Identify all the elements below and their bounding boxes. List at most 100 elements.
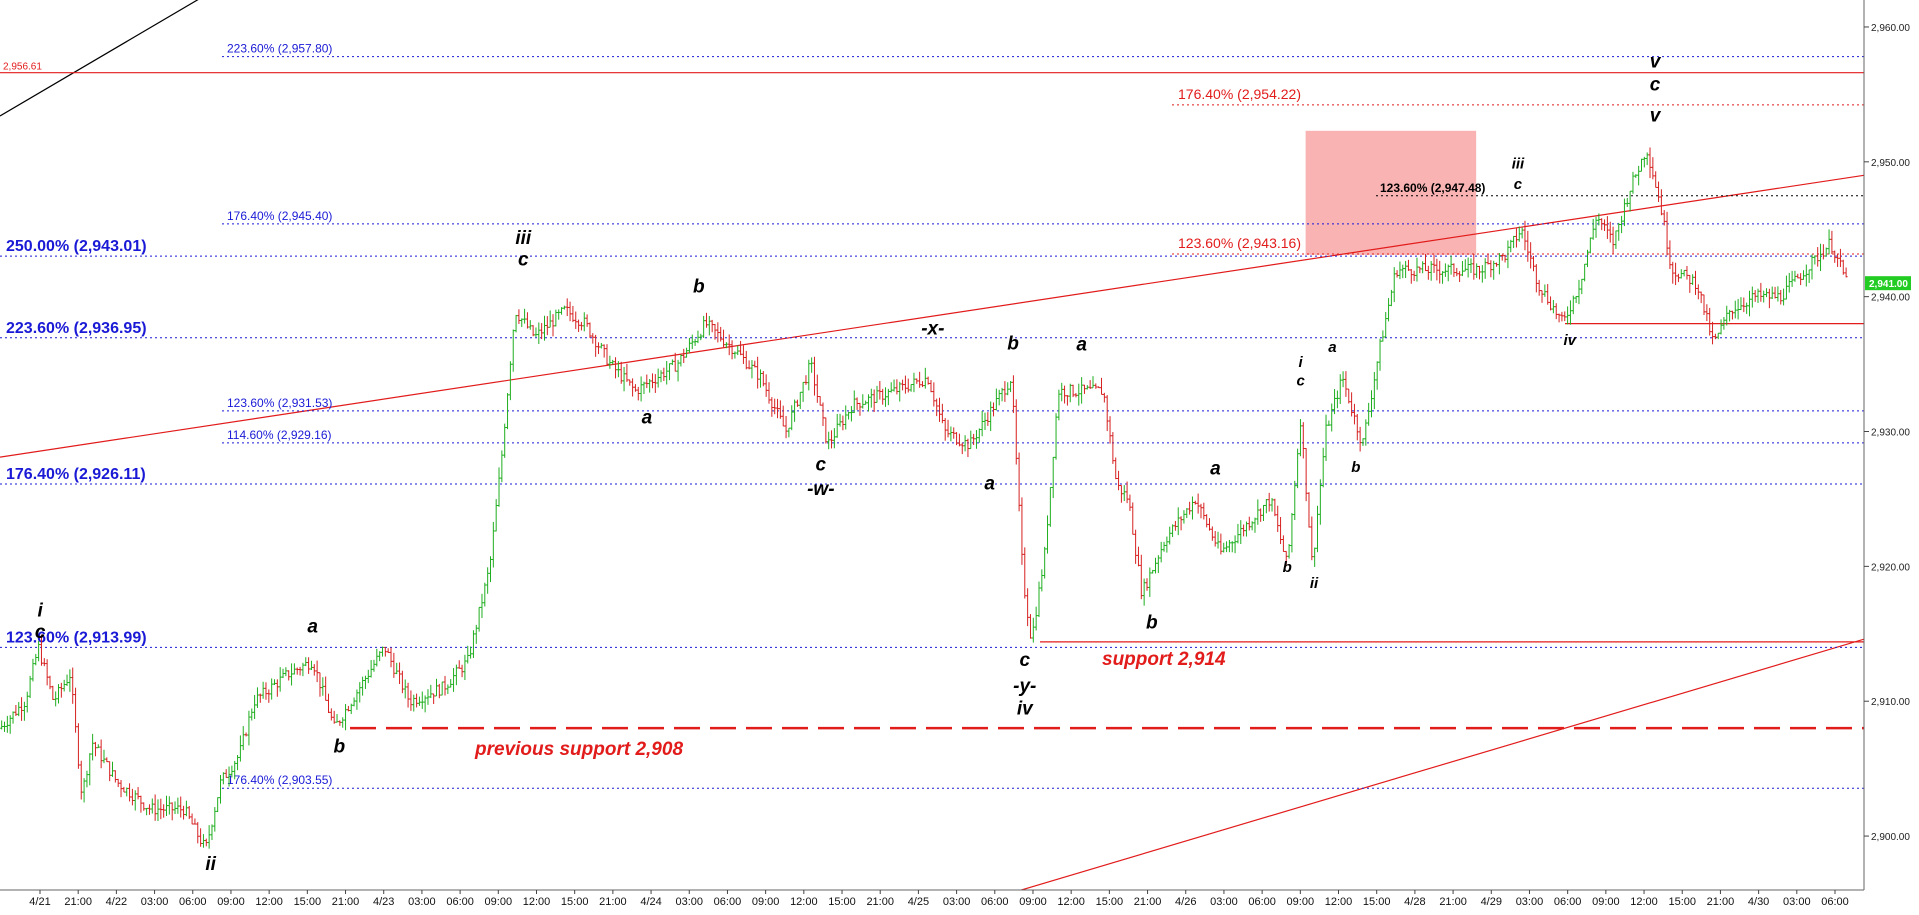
wave-label: -x- — [921, 318, 944, 339]
wave-label: c — [35, 622, 46, 643]
fib-level-label: 223.60% (2,936.95) — [6, 320, 147, 337]
x-tick-label: 12:00 — [523, 896, 551, 908]
x-tick-label: 12:00 — [1630, 896, 1658, 908]
x-tick-label: 21:00 — [1439, 896, 1467, 908]
x-tick-label: 4/26 — [1175, 896, 1196, 908]
wave-label: a — [1328, 339, 1336, 356]
x-tick-label: 21:00 — [599, 896, 627, 908]
wave-label: a — [307, 616, 318, 637]
wave-label: i — [1299, 354, 1304, 371]
fib-level-label: 176.40% (2,926.11) — [6, 466, 146, 483]
x-tick-label: 4/25 — [908, 896, 929, 908]
trend-line-black-upper — [0, 0, 199, 117]
x-tick-label: 4/29 — [1481, 896, 1502, 908]
y-tick-label: 2,920.00 — [1871, 562, 1910, 573]
wave-label: v — [1650, 51, 1662, 72]
wave-label: -w- — [807, 479, 834, 500]
fib-level-label: 123.60% (2,943.16) — [1178, 235, 1301, 251]
wave-label: b — [1351, 459, 1360, 476]
x-tick-label: 06:00 — [179, 896, 207, 908]
y-tick-label: 2,940.00 — [1871, 293, 1910, 304]
x-tick-label: 4/24 — [640, 896, 661, 908]
x-tick-label: 03:00 — [1516, 896, 1544, 908]
wave-label: a — [984, 474, 995, 495]
wave-label: a — [642, 407, 653, 428]
x-tick-label: 21:00 — [64, 896, 92, 908]
wave-label: iv — [1017, 699, 1034, 720]
wave-label: v — [1650, 105, 1662, 126]
wave-label: c — [1019, 650, 1030, 671]
wave-label: c — [1296, 373, 1305, 390]
x-tick-label: 06:00 — [1248, 896, 1276, 908]
x-tick-label: 21:00 — [332, 896, 360, 908]
y-tick-label: 2,910.00 — [1871, 697, 1910, 708]
x-tick-label: 12:00 — [1325, 896, 1353, 908]
x-tick-label: 4/22 — [106, 896, 127, 908]
x-tick-label: 4/30 — [1748, 896, 1769, 908]
x-tick-label: 12:00 — [790, 896, 818, 908]
fib-level-label: 223.60% (2,957.80) — [227, 42, 332, 56]
y-tick-label: 2,950.00 — [1871, 158, 1910, 169]
x-tick-label: 4/28 — [1404, 896, 1425, 908]
fib-level-label: 123.60% (2,913.99) — [6, 629, 147, 646]
x-tick-label: 09:00 — [1287, 896, 1315, 908]
x-tick-label: 21:00 — [1134, 896, 1162, 908]
x-tick-label: 06:00 — [981, 896, 1009, 908]
x-tick-label: 15:00 — [828, 896, 856, 908]
wave-label: i — [37, 600, 43, 621]
wave-label: a — [1076, 335, 1087, 356]
x-tick-label: 12:00 — [1057, 896, 1085, 908]
x-tick-label: 03:00 — [141, 896, 169, 908]
x-tick-label: 12:00 — [255, 896, 283, 908]
x-tick-label: 4/23 — [373, 896, 394, 908]
support-label: support 2,914 — [1102, 649, 1226, 670]
wave-label: c — [1650, 74, 1661, 95]
x-tick-label: 4/21 — [29, 896, 50, 908]
x-tick-label: 03:00 — [1783, 896, 1811, 908]
fib-level-label: 2,956.61 — [3, 62, 42, 73]
x-tick-label: 09:00 — [1592, 896, 1620, 908]
fib-level-label: 123.60% (2,931.53) — [227, 396, 332, 410]
wave-label: iii — [515, 228, 532, 249]
x-tick-label: 15:00 — [561, 896, 589, 908]
trend-line-red-channel-lower — [1019, 638, 1864, 890]
wave-label: b — [693, 277, 705, 298]
previous-support-label: previous support 2,908 — [474, 739, 683, 760]
x-tick-label: 06:00 — [714, 896, 742, 908]
wave-label: b — [1283, 559, 1292, 576]
x-tick-label: 03:00 — [675, 896, 703, 908]
x-tick-label: 09:00 — [485, 896, 513, 908]
y-tick-label: 2,900.00 — [1871, 832, 1910, 843]
x-tick-label: 21:00 — [1707, 896, 1735, 908]
x-tick-label: 09:00 — [752, 896, 780, 908]
wave-label: b — [1007, 333, 1019, 354]
fib-level-label: 123.60% (2,947.48) — [1380, 181, 1485, 195]
wave-label: a — [1210, 459, 1221, 480]
x-tick-label: 09:00 — [1019, 896, 1047, 908]
fib-level-label: 250.00% (2,943.01) — [6, 238, 147, 255]
fib-level-label: 176.40% (2,954.22) — [1178, 86, 1301, 102]
wave-label: ii — [205, 854, 216, 875]
x-tick-label: 15:00 — [294, 896, 322, 908]
wave-label: ii — [1310, 575, 1319, 592]
y-tick-label: 2,930.00 — [1871, 428, 1910, 439]
x-tick-label: 06:00 — [1554, 896, 1582, 908]
x-tick-label: 06:00 — [446, 896, 474, 908]
target-zone-box — [1305, 130, 1477, 255]
wave-label: -y- — [1013, 676, 1036, 697]
wave-label: b — [1146, 612, 1158, 633]
x-tick-label: 15:00 — [1363, 896, 1391, 908]
y-tick-label: 2,960.00 — [1871, 23, 1910, 34]
x-tick-label: 03:00 — [408, 896, 436, 908]
x-tick-label: 03:00 — [943, 896, 971, 908]
wave-label: iv — [1564, 332, 1578, 349]
fib-level-label: 176.40% (2,903.55) — [227, 773, 332, 787]
last-price-label: 2,941.00 — [1869, 279, 1908, 290]
x-tick-label: 15:00 — [1668, 896, 1696, 908]
wave-label: c — [816, 455, 827, 476]
last-price-badge — [1865, 276, 1911, 291]
x-tick-label: 15:00 — [1096, 896, 1124, 908]
wave-label: b — [334, 736, 346, 757]
